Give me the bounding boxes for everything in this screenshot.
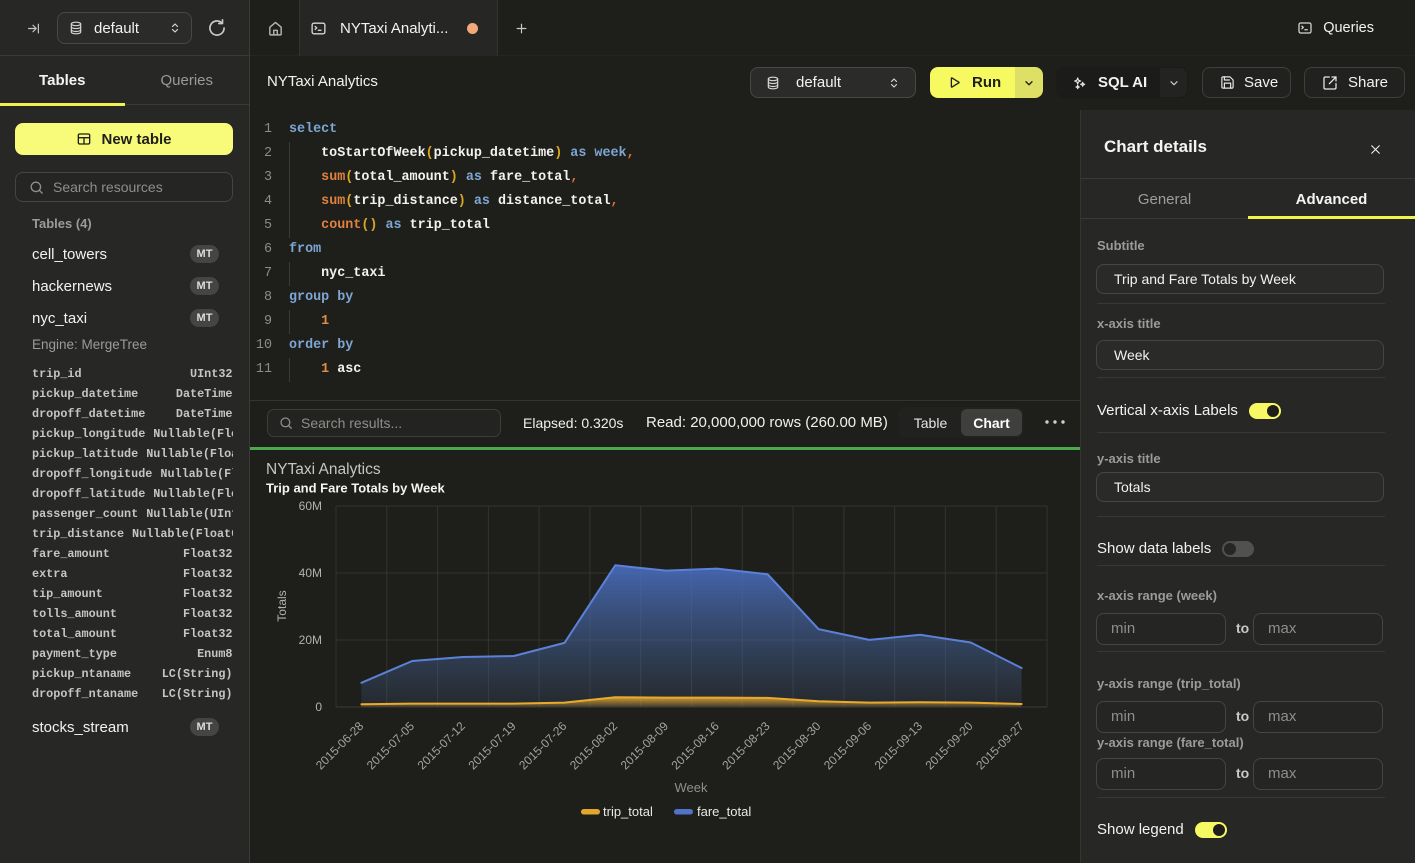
svg-text:0: 0 xyxy=(315,700,322,714)
svg-text:2015-06-28: 2015-06-28 xyxy=(313,719,367,773)
svg-text:2015-09-06: 2015-09-06 xyxy=(821,719,875,773)
svg-text:2015-08-09: 2015-08-09 xyxy=(618,719,672,773)
svg-text:2015-08-02: 2015-08-02 xyxy=(567,719,621,773)
svg-text:Totals: Totals xyxy=(275,590,289,621)
svg-text:2015-09-13: 2015-09-13 xyxy=(872,719,926,773)
svg-text:2015-07-19: 2015-07-19 xyxy=(465,719,519,773)
svg-text:20M: 20M xyxy=(299,633,322,647)
svg-text:fare_total: fare_total xyxy=(697,804,751,819)
svg-text:2015-08-16: 2015-08-16 xyxy=(669,719,723,773)
svg-text:2015-09-20: 2015-09-20 xyxy=(922,719,976,773)
svg-text:Week: Week xyxy=(675,780,708,795)
svg-text:2015-08-23: 2015-08-23 xyxy=(719,719,773,773)
svg-text:NYTaxi Analytics: NYTaxi Analytics xyxy=(266,461,381,478)
svg-text:40M: 40M xyxy=(299,566,322,580)
svg-text:2015-07-05: 2015-07-05 xyxy=(364,719,418,773)
svg-text:trip_total: trip_total xyxy=(603,804,653,819)
svg-text:2015-08-30: 2015-08-30 xyxy=(770,719,824,773)
svg-text:60M: 60M xyxy=(299,499,322,513)
svg-text:2015-07-12: 2015-07-12 xyxy=(415,719,469,773)
svg-text:2015-07-26: 2015-07-26 xyxy=(516,719,570,773)
svg-text:2015-09-27: 2015-09-27 xyxy=(973,719,1027,773)
svg-text:Trip and Fare Totals by Week: Trip and Fare Totals by Week xyxy=(266,481,445,496)
